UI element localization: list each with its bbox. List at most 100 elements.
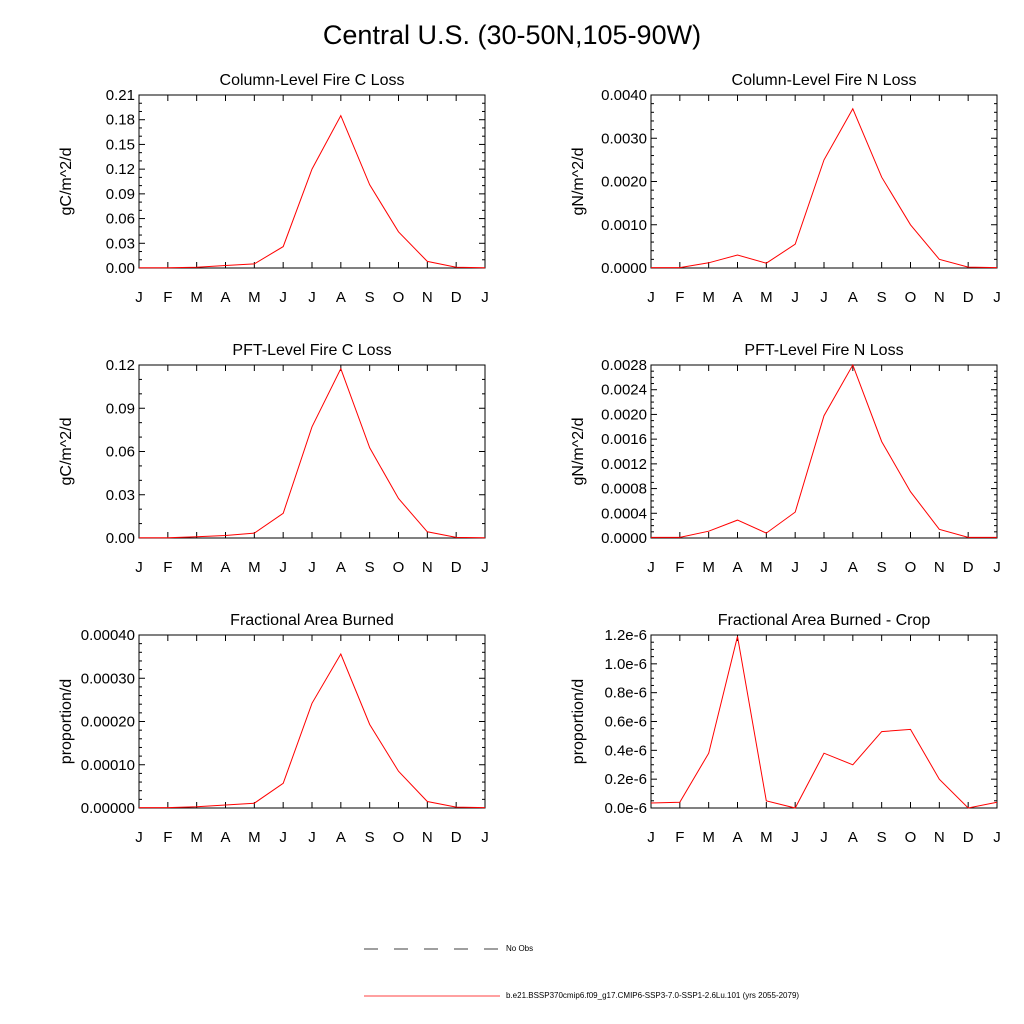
y-tick-label: 0.0024 — [601, 382, 647, 399]
x-tick-label: M — [190, 559, 203, 576]
x-tick-label: N — [422, 829, 433, 846]
series-line — [139, 367, 486, 539]
chart-title: Column-Level Fire N Loss — [732, 72, 917, 89]
y-axis-label: gC/m^2/d — [58, 418, 75, 486]
y-axis-label: proportion/d — [58, 679, 75, 764]
x-tick-label: S — [877, 289, 887, 306]
y-tick-label: 0.03 — [106, 235, 135, 252]
x-tick-label: J — [647, 559, 655, 576]
y-tick-label: 0.0028 — [601, 357, 647, 374]
x-tick-label: F — [675, 829, 684, 846]
y-tick-label: 0.0e-6 — [604, 800, 647, 817]
series-line — [139, 114, 486, 269]
series-line — [651, 107, 998, 269]
y-tick-label: 0.12 — [106, 161, 135, 178]
x-tick-label: J — [308, 289, 316, 306]
y-tick-label: 0.0016 — [601, 431, 647, 448]
series-line — [650, 636, 998, 809]
x-tick-label: A — [732, 829, 742, 846]
y-tick-label: 0.4e-6 — [604, 742, 647, 759]
x-tick-label: J — [135, 559, 143, 576]
y-tick-label: 0.00 — [106, 530, 135, 547]
x-tick-label: J — [279, 289, 287, 306]
y-tick-label: 0.15 — [106, 136, 135, 153]
x-tick-label: J — [993, 289, 1001, 306]
x-tick-label: J — [993, 559, 1001, 576]
chart-title: Fractional Area Burned - Crop — [718, 612, 931, 629]
legend-line-no-obs — [364, 948, 500, 950]
x-tick-label: M — [248, 289, 261, 306]
chart-pft-fire-n: PFT-Level Fire N Loss 0.0000 0.0004 0.0008 0… — [570, 342, 1001, 576]
x-tick-label: M — [702, 829, 715, 846]
y-tick-label: 0.0012 — [601, 456, 647, 473]
x-tick-label: M — [190, 289, 203, 306]
x-tick-label: F — [675, 559, 684, 576]
x-tick-label: S — [365, 289, 375, 306]
chart-title: PFT-Level Fire N Loss — [744, 342, 903, 359]
y-tick-label: 0.0000 — [601, 260, 647, 277]
x-tick-label: J — [481, 559, 489, 576]
plot-frame — [138, 634, 486, 809]
x-tick-label: A — [336, 289, 346, 306]
x-tick-label: D — [451, 289, 462, 306]
x-tick-label: A — [848, 289, 858, 306]
x-tick-label: D — [963, 289, 974, 306]
x-tick-label: M — [248, 829, 261, 846]
plot-frame — [650, 634, 998, 809]
x-tick-label: J — [135, 289, 143, 306]
y-tick-label: 0.0000 — [601, 530, 647, 547]
y-tick-label: 0.21 — [106, 87, 135, 104]
chart-column-fire-n: Column-Level Fire N Loss 0.0000 0.0010 0.00… — [570, 72, 1001, 306]
x-tick-label: J — [820, 559, 828, 576]
y-tick-label: 0.00020 — [81, 714, 135, 731]
y-tick-label: 0.0008 — [601, 481, 647, 498]
y-axis-label: proportion/d — [570, 679, 587, 764]
y-tick-label: 0.00010 — [81, 757, 135, 774]
series-line — [651, 363, 997, 538]
y-tick-label: 0.00040 — [81, 627, 135, 644]
x-tick-label: J — [308, 829, 316, 846]
y-tick-label: 0.0030 — [601, 130, 647, 147]
x-tick-label: M — [702, 289, 715, 306]
y-tick-label: 0.00030 — [81, 670, 135, 687]
x-tick-label: N — [934, 559, 945, 576]
x-tick-label: J — [647, 289, 655, 306]
y-tick-label: 0.06 — [106, 211, 135, 228]
x-tick-label: J — [481, 829, 489, 846]
x-tick-label: A — [732, 559, 742, 576]
x-tick-label: M — [190, 829, 203, 846]
x-tick-label: J — [820, 829, 828, 846]
chart-area-burned: Fractional Area Burned 0.00000 0.00010 0.00… — [58, 612, 489, 846]
chart-title: Fractional Area Burned — [230, 612, 394, 629]
x-tick-label: F — [163, 559, 172, 576]
x-tick-label: D — [963, 829, 974, 846]
legend-label-no-obs: No Obs — [506, 944, 534, 953]
x-tick-label: N — [422, 559, 433, 576]
chart-column-fire-c: Column-Level Fire C Loss 0.00 0.03 0.06 0.09… — [58, 72, 489, 306]
x-tick-label: A — [848, 559, 858, 576]
y-axis-label: gN/m^2/d — [570, 418, 587, 486]
plot-frame — [138, 94, 486, 269]
x-tick-label: J — [993, 829, 1001, 846]
x-tick-label: O — [905, 289, 917, 306]
x-tick-label: D — [963, 559, 974, 576]
x-tick-label: J — [279, 829, 287, 846]
y-tick-label: 1.2e-6 — [604, 627, 647, 644]
x-tick-label: A — [848, 829, 858, 846]
plot-frame — [650, 364, 998, 539]
plot-frame — [650, 94, 998, 269]
x-tick-label: N — [934, 289, 945, 306]
x-tick-label: F — [163, 829, 172, 846]
x-tick-label: S — [365, 559, 375, 576]
x-tick-label: M — [760, 829, 773, 846]
x-tick-label: J — [791, 559, 799, 576]
x-tick-label: S — [877, 559, 887, 576]
x-tick-label: A — [220, 829, 230, 846]
x-tick-label: O — [905, 559, 917, 576]
plot-frame — [138, 364, 486, 539]
y-tick-label: 0.03 — [106, 487, 135, 504]
x-tick-label: A — [732, 289, 742, 306]
series-line — [139, 652, 486, 809]
x-tick-label: J — [135, 829, 143, 846]
x-tick-label: N — [934, 829, 945, 846]
